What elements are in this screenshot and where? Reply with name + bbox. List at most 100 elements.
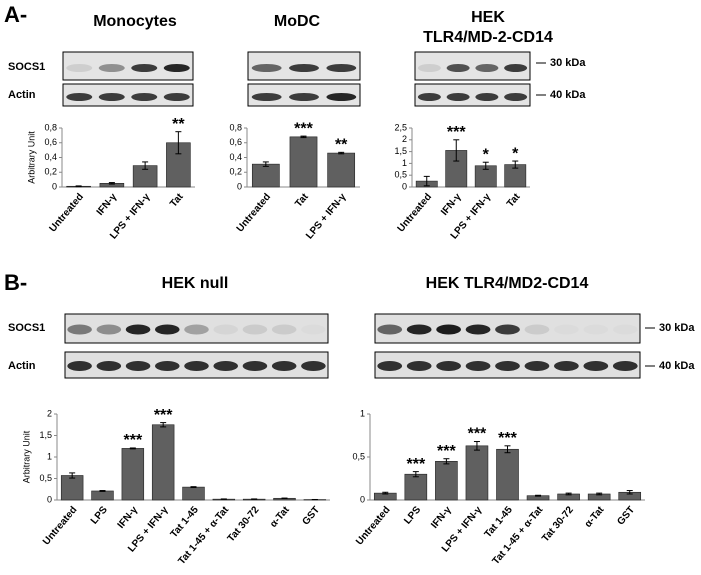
significance: *** xyxy=(294,120,313,137)
kda-label: 40 kDa xyxy=(659,360,695,372)
blot-band xyxy=(163,64,190,72)
y-tick-label: 1,5 xyxy=(394,146,407,156)
bar xyxy=(121,448,145,501)
bar xyxy=(182,486,205,501)
blot-band xyxy=(125,324,151,335)
blot-band xyxy=(98,93,125,101)
blot-band xyxy=(242,361,268,371)
x-tick-label: LPS + IFN-γ xyxy=(304,191,349,241)
panel-label: B- xyxy=(4,270,27,295)
chart-title: HEK xyxy=(471,9,505,26)
y-axis-label: Arbitrary Unit xyxy=(21,430,31,483)
blot-band xyxy=(67,324,92,335)
bar xyxy=(496,448,519,501)
blot-band xyxy=(96,324,122,335)
blot-band xyxy=(184,361,209,371)
blot-band xyxy=(242,324,268,335)
x-tick-label: Untreated xyxy=(48,192,86,235)
blot xyxy=(62,83,194,107)
blot-band xyxy=(301,325,326,335)
y-tick-label: 0,4 xyxy=(44,152,57,162)
chart-subtitle: TLR4/MD-2-CD14 xyxy=(423,29,553,46)
y-tick-label: 0 xyxy=(47,494,52,504)
blot-band xyxy=(495,361,520,371)
blot-band xyxy=(377,324,403,335)
blot-band xyxy=(613,325,638,335)
y-tick-label: 1 xyxy=(360,408,365,418)
y-tick-label: 0,8 xyxy=(44,122,57,132)
significance: *** xyxy=(447,124,466,141)
chart-title: Monocytes xyxy=(93,13,177,30)
blot-band xyxy=(446,64,470,72)
blot-band xyxy=(436,361,461,371)
blot-band xyxy=(66,93,93,101)
bar xyxy=(151,424,175,501)
blot-label: SOCS1 xyxy=(8,322,45,334)
blot-band xyxy=(504,93,528,101)
x-tick-label: IFN-γ xyxy=(429,504,454,531)
x-tick-label: Untreated xyxy=(41,505,79,548)
bar xyxy=(251,163,280,188)
x-tick-label: Untreated xyxy=(235,192,273,235)
blot-band xyxy=(377,361,403,371)
y-tick-label: 0,2 xyxy=(229,167,242,177)
y-tick-label: 2 xyxy=(402,134,407,144)
blot-band xyxy=(524,324,550,335)
bar xyxy=(404,473,428,501)
significance: *** xyxy=(154,407,173,424)
blot-band xyxy=(554,325,579,335)
blot-band xyxy=(417,93,441,101)
y-tick-label: 0,8 xyxy=(229,122,242,132)
blot-band xyxy=(271,361,297,371)
blot-band xyxy=(554,361,579,371)
blot-band xyxy=(446,93,470,101)
significance: ** xyxy=(335,137,348,154)
x-tick-label: Tat xyxy=(168,191,186,210)
x-tick-label: LPS xyxy=(89,504,110,526)
blot-band xyxy=(326,64,357,72)
y-tick-label: 0 xyxy=(360,494,365,504)
significance: *** xyxy=(123,432,142,449)
x-tick-label: Tat 1-45 xyxy=(483,504,516,540)
y-tick-label: 0,6 xyxy=(44,137,57,147)
significance: *** xyxy=(498,430,517,447)
blot-band xyxy=(251,93,282,101)
blot-band xyxy=(155,324,180,335)
blot-band xyxy=(612,361,638,371)
blot-band xyxy=(131,93,158,101)
y-tick-label: 0,5 xyxy=(39,473,52,483)
blot-band xyxy=(475,93,499,101)
blot-band xyxy=(289,64,319,72)
blot-band xyxy=(251,64,282,72)
x-tick-label: Tat xyxy=(293,191,311,210)
bar xyxy=(91,490,114,501)
x-tick-label: GST xyxy=(301,505,323,528)
y-tick-label: 1 xyxy=(402,158,407,168)
significance: *** xyxy=(437,443,456,460)
y-tick-label: 0,2 xyxy=(44,167,57,177)
y-axis-label: Arbitrary Unit xyxy=(26,131,36,184)
x-tick-label: IFN-γ xyxy=(95,191,120,218)
y-tick-label: 0,5 xyxy=(352,451,365,461)
x-tick-label: Tat 30-72 xyxy=(540,504,576,544)
x-tick-label: LPS xyxy=(402,504,423,526)
blot-band xyxy=(583,325,608,335)
blot-band xyxy=(98,64,125,72)
bar xyxy=(327,152,356,188)
bar xyxy=(60,475,84,501)
y-tick-label: 2 xyxy=(47,408,52,418)
blot-band xyxy=(125,361,151,371)
x-tick-label: Tat xyxy=(505,191,523,210)
x-tick-label: Untreated xyxy=(354,505,392,548)
blot-band xyxy=(155,361,180,371)
blot-band xyxy=(406,361,432,371)
blot-band xyxy=(131,64,158,72)
significance: *** xyxy=(468,426,487,443)
chart-title: HEK TLR4/MD2-CD14 xyxy=(426,275,589,292)
blot-band xyxy=(495,324,520,335)
significance: * xyxy=(512,145,519,162)
blot-band xyxy=(524,361,550,371)
significance: *** xyxy=(406,456,425,473)
y-tick-label: 2,5 xyxy=(394,122,407,132)
